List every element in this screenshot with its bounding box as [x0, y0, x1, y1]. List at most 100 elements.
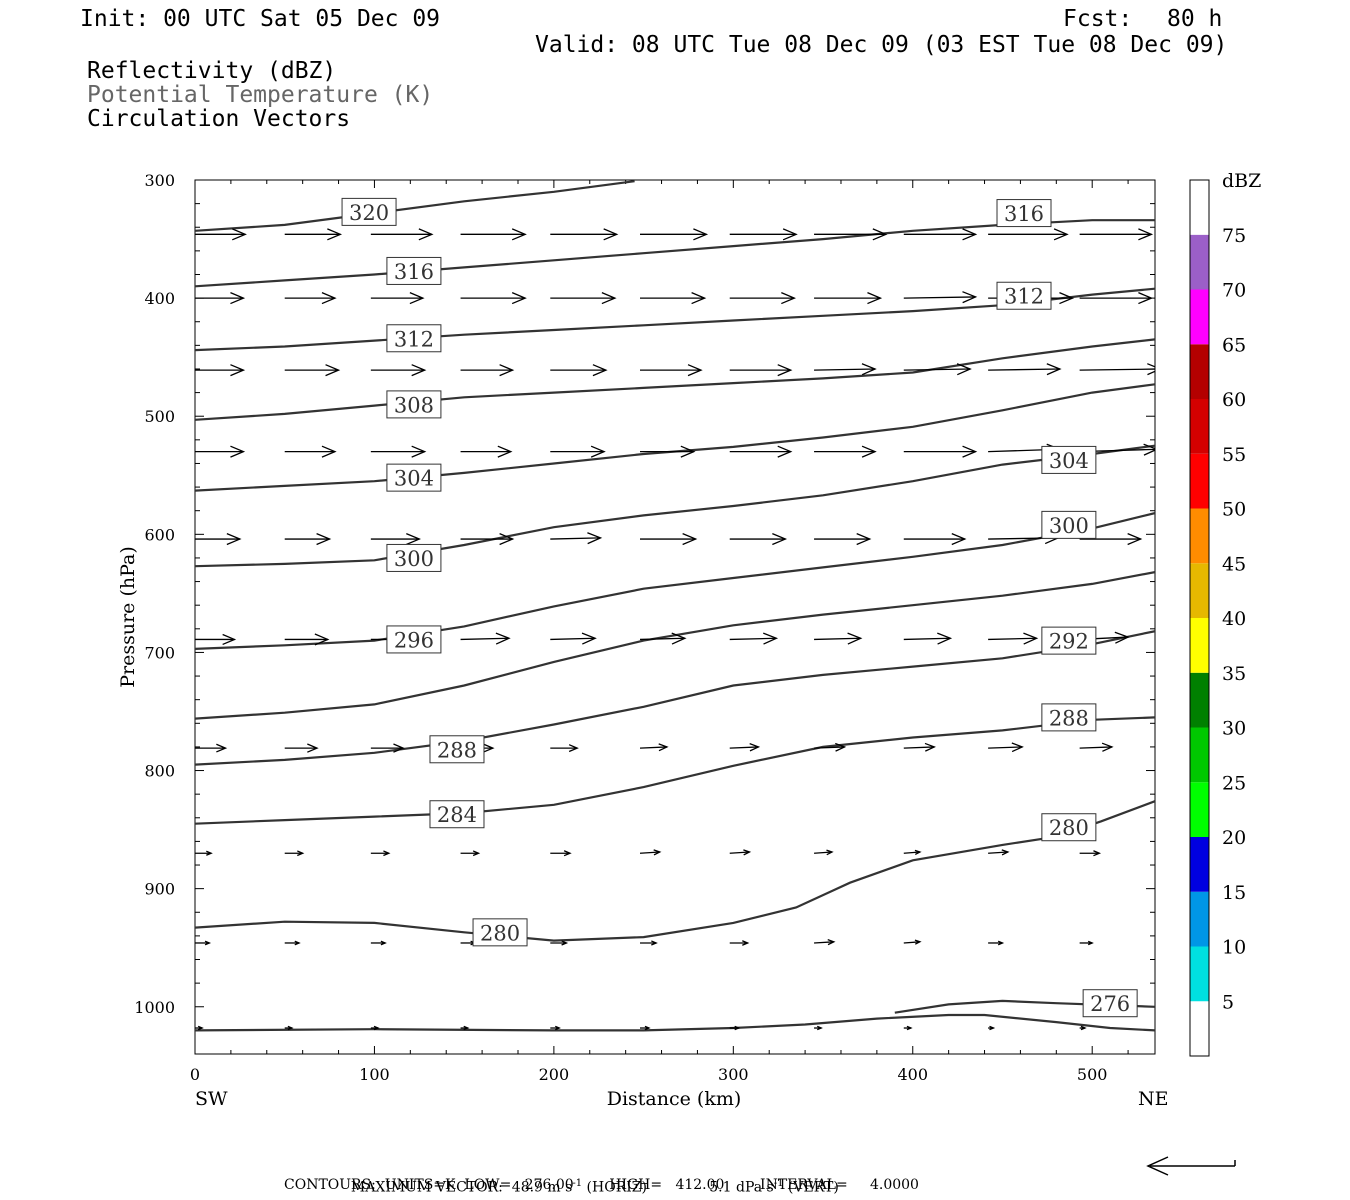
contour-label: 312 — [394, 327, 434, 351]
colorbar-segment — [1190, 727, 1209, 783]
horiz-suffix: (HORIZ) — [582, 1179, 647, 1196]
circulation-vector — [370, 228, 434, 241]
contour-label-box — [1041, 813, 1097, 842]
vert-unit-exponent: -1 — [773, 1178, 784, 1189]
contour-label: 300 — [1049, 514, 1089, 538]
circulation-vector — [550, 632, 597, 645]
circulation-vector — [814, 939, 836, 946]
ne-direction-label: NE — [1138, 1088, 1169, 1110]
circulation-vector — [639, 743, 669, 752]
circulation-vector — [639, 632, 687, 645]
circulation-vector — [550, 364, 608, 377]
circulation-vector — [370, 292, 425, 305]
contour-label: 292 — [1049, 630, 1089, 654]
contour-label-box — [386, 625, 442, 654]
init-time: Init: 00 UTC Sat 05 Dec 09 — [80, 6, 441, 32]
colorbar-level-label: 50 — [1222, 499, 1246, 521]
circulation-vector — [640, 364, 703, 377]
contour-label-box — [429, 735, 485, 764]
circulation-vector — [988, 940, 1005, 946]
circulation-vector — [370, 532, 421, 546]
colorbar-segment — [1190, 289, 1209, 345]
circulation-vector — [988, 1025, 996, 1031]
valid-time: Valid: 08 UTC Tue 08 Dec 09 (03 EST Tue … — [535, 32, 1228, 58]
circulation-vector — [195, 532, 242, 546]
colorbar-segment — [1190, 891, 1209, 947]
contour-label: 312 — [1004, 285, 1044, 309]
colorbar-segment — [1190, 344, 1209, 399]
contour-label: 316 — [394, 260, 434, 284]
contour-label-box — [996, 281, 1052, 310]
contour-label-box — [1041, 626, 1097, 655]
reference-vector — [1146, 1156, 1236, 1176]
circulation-vector — [1079, 850, 1102, 857]
circulation-vector — [550, 532, 603, 545]
circulation-vector — [1079, 292, 1154, 305]
circulation-vector — [550, 292, 617, 305]
circulation-vector — [550, 445, 606, 458]
circulation-vector — [729, 532, 788, 546]
contour-label: 280 — [1049, 816, 1089, 840]
circulation-vector — [195, 850, 213, 856]
circulation-vector — [195, 364, 246, 377]
contour-label: 280 — [480, 921, 520, 945]
theta-contour-line — [195, 571, 1155, 720]
field-potential-temperature: Potential Temperature (K) — [87, 82, 434, 108]
circulation-vector — [370, 940, 387, 946]
contour-label: 288 — [1049, 706, 1089, 730]
y-tick-label: 900 — [144, 880, 175, 899]
circulation-vector — [903, 363, 972, 376]
circulation-vector — [640, 532, 698, 546]
colorbar-level-label: 20 — [1222, 827, 1246, 849]
theta-contour-line — [195, 338, 1155, 421]
circulation-vector — [640, 1025, 651, 1031]
max-vector-label: MAXIMUM VECTOR: — [350, 1179, 503, 1196]
contour-label: 288 — [437, 738, 477, 762]
circulation-vector — [729, 292, 797, 305]
colorbar-segment — [1190, 1001, 1209, 1056]
circulation-vectors — [195, 228, 1155, 1031]
theta-contour-line — [195, 512, 1155, 650]
circulation-vector — [550, 228, 619, 241]
theta-contour-line — [195, 1013, 1155, 1032]
circulation-vector — [729, 228, 798, 241]
contour-label: 320 — [349, 201, 389, 225]
contour-label: 300 — [394, 547, 434, 571]
circulation-vector — [284, 633, 330, 646]
circulation-vector — [729, 940, 750, 946]
circulation-vector — [370, 850, 391, 857]
circulation-vector — [460, 292, 527, 305]
circulation-vector — [814, 228, 888, 241]
circulation-vector — [550, 744, 579, 753]
theta-contour-line — [195, 630, 1155, 766]
circulation-vector — [550, 1025, 561, 1031]
circulation-vector — [195, 1025, 204, 1031]
theta-contour-line — [195, 800, 1155, 942]
circulation-vector — [814, 292, 883, 305]
circulation-vector — [729, 743, 761, 752]
x-tick-label: 500 — [1077, 1065, 1108, 1084]
forecast-hour: 80 h — [1167, 6, 1223, 32]
y-tick-label: 600 — [144, 525, 175, 544]
colorbar-segment — [1190, 563, 1209, 618]
circulation-vector — [1079, 363, 1155, 376]
circulation-vector — [284, 850, 305, 857]
circulation-vector — [640, 445, 696, 458]
circulation-vector — [460, 850, 481, 857]
contour-label-box — [1082, 989, 1138, 1018]
contour-label-box — [1041, 510, 1097, 539]
theta-contour-line — [195, 716, 1155, 825]
circulation-vector — [640, 292, 707, 305]
contour-label-box — [386, 256, 442, 285]
circulation-vector — [460, 364, 515, 377]
contour-label-box — [1041, 445, 1097, 474]
y-tick-label: 1000 — [134, 998, 175, 1017]
colorbar-level-label: 25 — [1222, 772, 1246, 794]
field-reflectivity: Reflectivity (dBZ) — [87, 58, 337, 84]
circulation-vector — [814, 532, 872, 546]
colorbar-level-label: 40 — [1222, 608, 1246, 630]
forecast-label: Fcst: — [1063, 6, 1133, 32]
y-tick-label: 800 — [144, 762, 175, 781]
circulation-vector — [814, 363, 877, 376]
